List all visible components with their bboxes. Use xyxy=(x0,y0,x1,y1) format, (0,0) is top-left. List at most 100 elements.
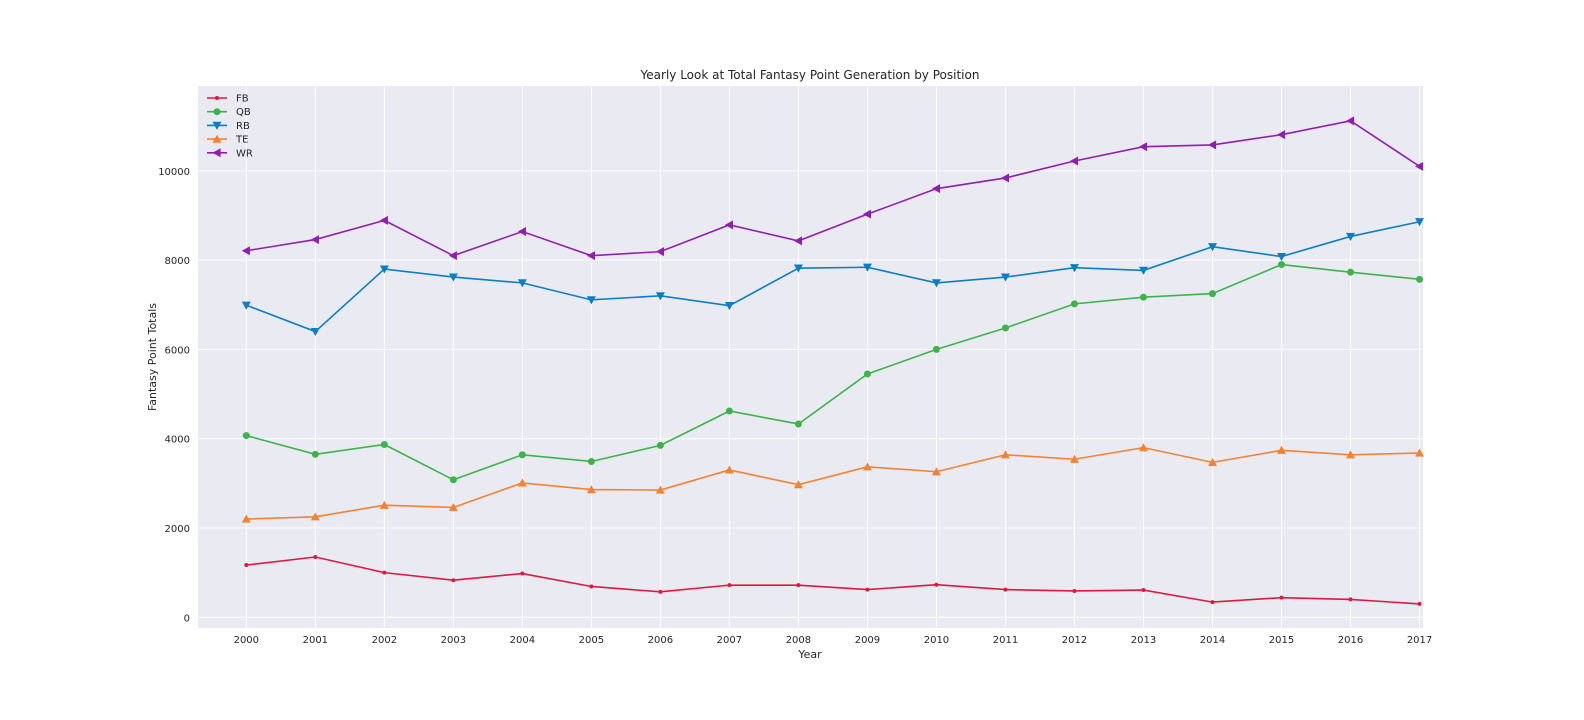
data-point-rb xyxy=(1000,273,1010,282)
x-tick-label: 2008 xyxy=(786,635,811,646)
data-point-qb xyxy=(656,441,664,449)
x-tick-label: 2017 xyxy=(1407,635,1432,646)
data-point-wr xyxy=(1138,142,1148,152)
y-axis-ticks: 0 2000 4000 6000 8000 10000 xyxy=(158,167,190,624)
data-point-wr xyxy=(862,209,872,219)
legend-label-rb: RB xyxy=(236,121,250,132)
data-point-fb xyxy=(1210,600,1215,605)
x-axis-title: Year xyxy=(797,648,822,661)
x-tick-label: 2012 xyxy=(1062,635,1087,646)
y-axis-title: Fantasy Point Totals xyxy=(146,303,159,411)
data-point-fb xyxy=(1072,588,1077,593)
data-point-fb xyxy=(313,555,318,560)
series-te xyxy=(241,443,1425,523)
plot-area xyxy=(198,86,1423,628)
series-line-wr xyxy=(246,119,1420,257)
x-tick-label: 2011 xyxy=(993,635,1018,646)
data-point-fb xyxy=(589,584,594,589)
data-point-qb xyxy=(311,450,319,458)
data-point-qb xyxy=(725,407,733,415)
legend-item-fb: FB xyxy=(207,94,249,105)
legend-item-rb: RB xyxy=(207,121,250,132)
x-tick-label: 2001 xyxy=(303,635,328,646)
data-point-rb xyxy=(724,302,734,311)
data-point-rb xyxy=(1208,243,1218,252)
x-tick-label: 2015 xyxy=(1269,635,1294,646)
data-point-te xyxy=(1138,443,1148,452)
data-point-fb xyxy=(1348,597,1353,602)
data-point-fb xyxy=(727,583,732,588)
data-point-fb xyxy=(1003,587,1008,592)
data-point-rb xyxy=(793,264,803,273)
data-point-fb xyxy=(934,582,939,587)
series-rb xyxy=(241,218,1425,337)
chart-title: Yearly Look at Total Fantasy Point Gener… xyxy=(640,68,980,82)
data-point-te xyxy=(862,462,872,471)
data-point-fb xyxy=(244,563,249,568)
series-qb xyxy=(242,261,1424,484)
data-point-wr xyxy=(1346,116,1355,126)
data-point-te xyxy=(655,485,665,494)
data-point-wr xyxy=(241,246,250,256)
legend-label-qb: QB xyxy=(236,107,251,118)
data-point-te xyxy=(517,478,527,487)
legend: FB QB RB TE WR xyxy=(207,94,253,159)
legend-marker-te xyxy=(212,134,222,143)
x-tick-label: 2010 xyxy=(924,635,949,646)
data-point-fb xyxy=(382,570,387,575)
data-point-qb xyxy=(380,441,388,449)
series-fb xyxy=(244,555,1422,606)
data-point-rb xyxy=(1069,264,1079,273)
data-point-rb xyxy=(1138,266,1148,275)
x-axis-ticks: 2000 2001 2002 2003 2004 2005 2006 2007 2008 2009… xyxy=(234,635,1433,646)
x-tick-label: 2003 xyxy=(441,635,466,646)
y-tick-label: 0 xyxy=(184,613,190,624)
legend-label-wr: WR xyxy=(236,148,253,159)
data-point-qb xyxy=(1209,290,1217,298)
data-point-wr xyxy=(724,220,734,230)
x-tick-label: 2006 xyxy=(648,635,673,646)
data-point-fb xyxy=(796,583,801,588)
data-point-qb xyxy=(863,370,871,378)
legend-marker-wr xyxy=(212,148,221,158)
series-wr xyxy=(241,116,1424,261)
data-point-fb xyxy=(658,589,663,594)
x-tick-label: 2016 xyxy=(1338,635,1363,646)
data-point-wr xyxy=(379,215,388,225)
data-point-wr xyxy=(1069,156,1079,166)
data-point-qb xyxy=(1347,268,1355,276)
data-point-qb xyxy=(518,451,526,459)
data-point-rb xyxy=(448,273,458,282)
x-tick-label: 2000 xyxy=(234,635,259,646)
x-tick-label: 2004 xyxy=(510,635,535,646)
series-line-rb xyxy=(246,220,1420,333)
data-point-fb xyxy=(520,571,525,576)
x-tick-label: 2014 xyxy=(1200,635,1225,646)
data-point-qb xyxy=(1416,275,1424,283)
data-point-te xyxy=(448,502,458,512)
data-point-qb xyxy=(1070,300,1078,308)
data-point-qb xyxy=(449,476,457,484)
legend-item-wr: WR xyxy=(207,148,253,159)
data-point-wr xyxy=(655,247,664,257)
legend-item-te: TE xyxy=(207,134,248,146)
data-point-wr xyxy=(586,251,595,261)
legend-label-te: TE xyxy=(235,135,248,146)
data-point-rb xyxy=(241,301,251,310)
data-point-te xyxy=(1346,450,1356,459)
data-point-rb xyxy=(310,327,320,337)
data-point-fb xyxy=(865,587,870,592)
data-point-te xyxy=(1069,454,1079,463)
legend-label-fb: FB xyxy=(236,94,249,105)
data-point-wr xyxy=(931,184,941,194)
data-point-qb xyxy=(932,345,940,353)
data-point-te xyxy=(1208,457,1218,466)
data-point-te xyxy=(1000,450,1010,459)
data-point-wr xyxy=(310,235,319,245)
x-tick-label: 2007 xyxy=(717,635,742,646)
y-tick-label: 4000 xyxy=(165,435,190,446)
data-point-te xyxy=(241,514,251,523)
data-point-qb xyxy=(1278,261,1286,269)
legend-marker-fb xyxy=(215,96,219,100)
x-tick-label: 2009 xyxy=(855,635,880,646)
